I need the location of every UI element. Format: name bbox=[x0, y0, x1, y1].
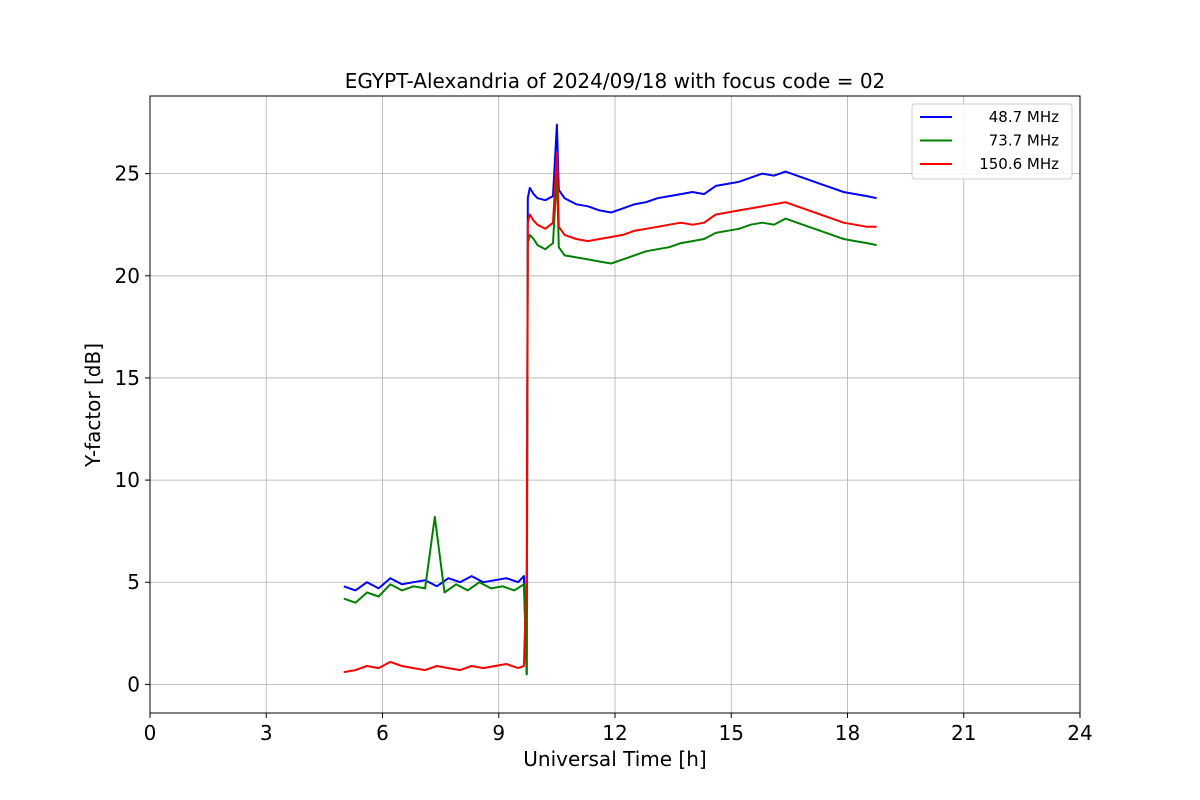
legend-box bbox=[911, 103, 1073, 180]
legend: 48.7 MHz 73.7 MHz 150.6 MHz bbox=[911, 103, 1073, 180]
series-line bbox=[343, 152, 877, 674]
x-tick-label: 0 bbox=[144, 721, 157, 745]
x-tick-label: 12 bbox=[602, 721, 627, 745]
y-axis-label: Y-factor [dB] bbox=[81, 343, 105, 468]
ticks: 0 3 6 9 12 15 18 21 24 0 5 10 15 20 25 bbox=[115, 162, 1093, 745]
y-tick-label: 10 bbox=[115, 468, 140, 492]
series-layer bbox=[343, 123, 877, 676]
legend-label: 150.6 MHz bbox=[979, 155, 1059, 173]
chart-title: EGYPT-Alexandria of 2024/09/18 with focu… bbox=[345, 69, 886, 93]
x-tick-label: 21 bbox=[951, 721, 976, 745]
x-axis-label: Universal Time [h] bbox=[523, 747, 706, 771]
x-tick-label: 15 bbox=[719, 721, 744, 745]
y-tick-label: 0 bbox=[127, 672, 140, 696]
x-tick-label: 6 bbox=[376, 721, 389, 745]
legend-label: 73.7 MHz bbox=[989, 132, 1059, 150]
y-tick-label: 25 bbox=[115, 162, 140, 186]
y-tick-label: 5 bbox=[127, 570, 140, 594]
y-tick-label: 20 bbox=[115, 264, 140, 288]
legend-label: 48.7 MHz bbox=[989, 108, 1059, 126]
x-tick-label: 18 bbox=[835, 721, 860, 745]
series-line bbox=[343, 123, 877, 676]
x-tick-label: 24 bbox=[1067, 721, 1092, 745]
y-tick-label: 15 bbox=[115, 366, 140, 390]
x-tick-label: 9 bbox=[492, 721, 505, 745]
x-tick-label: 3 bbox=[260, 721, 273, 745]
series-line bbox=[343, 172, 877, 676]
